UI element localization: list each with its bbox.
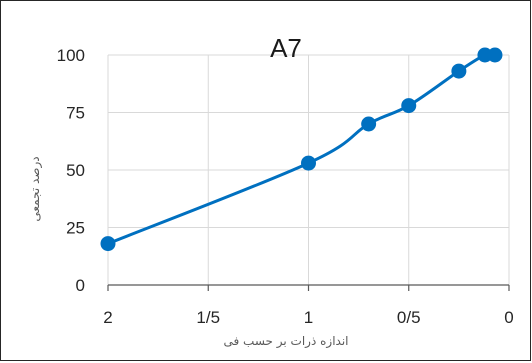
data-point [100, 236, 116, 252]
data-point [301, 155, 316, 171]
data-point [487, 47, 503, 63]
x-tick-label: 1 [304, 308, 313, 327]
x-tick-label: 0 [504, 308, 513, 327]
x-tick-label: 1/5 [196, 308, 220, 327]
grid [107, 54, 510, 285]
x-axis-label: اندازه ذرات بر حسب فی [223, 334, 348, 349]
data-point [401, 98, 417, 114]
y-tick-label: 25 [66, 219, 85, 238]
series-line [107, 52, 496, 245]
x-tick-label: 0/5 [397, 308, 421, 327]
x-tick-label: 2 [103, 308, 112, 327]
series-layer [100, 47, 503, 252]
y-tick-label: 75 [66, 104, 85, 123]
axes [107, 284, 510, 291]
y-tick-labels: 0 25 50 75 100 [57, 46, 85, 295]
data-point [451, 63, 467, 79]
y-tick-label: 0 [76, 276, 85, 295]
x-tick-labels: 2 1/5 1 0/5 0 [103, 308, 513, 327]
data-point [361, 116, 377, 132]
y-tick-label: 50 [66, 161, 85, 180]
chart-title: A7 [270, 33, 302, 63]
y-axis-label: درصد تجمعی [28, 156, 43, 221]
y-tick-label: 100 [57, 46, 85, 65]
